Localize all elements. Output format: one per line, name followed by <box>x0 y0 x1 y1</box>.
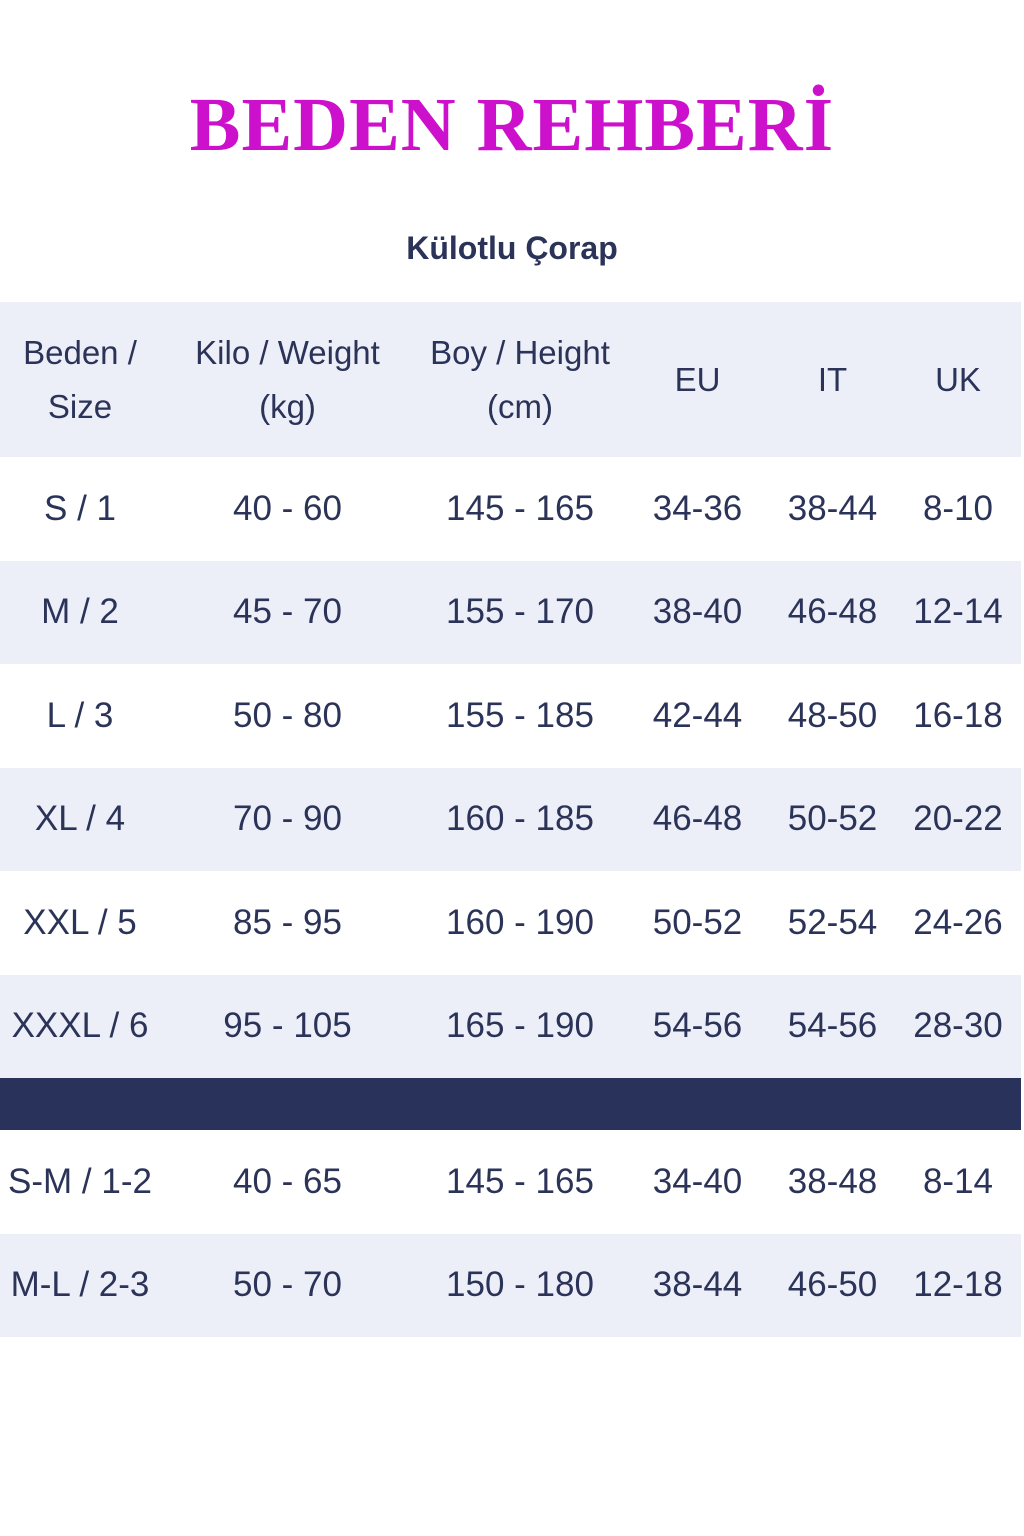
header-line: Size <box>47 387 113 425</box>
cell-weight: 85 - 95 <box>233 902 342 942</box>
cell-size: S / 1 <box>44 488 116 528</box>
cell-it: 50-52 <box>770 767 895 871</box>
section-divider <box>0 1078 1021 1130</box>
page-title: BEDEN REHBERİ <box>189 83 835 167</box>
cell-eu: 42-44 <box>652 695 743 735</box>
cell-it: 38-44 <box>787 488 878 528</box>
header-eu: EU <box>625 302 770 457</box>
cell-it: 46-48 <box>770 560 895 664</box>
cell-height: 150 - 180 <box>415 1233 625 1337</box>
header-line: Kilo / Weight <box>195 333 380 371</box>
cell-it: 38-48 <box>787 1161 878 1201</box>
header-line: Beden / <box>23 333 137 371</box>
cell-size: XXL / 5 <box>23 902 137 942</box>
cell-it: 52-54 <box>787 902 878 942</box>
table-row: XXL / 5 85 - 95 160 - 190 50-52 52-54 24-26 <box>0 871 1021 975</box>
header-height: Boy / Height (cm) <box>415 302 625 457</box>
cell-height: 165 - 190 <box>415 974 625 1078</box>
cell-height: 155 - 170 <box>415 560 625 664</box>
cell-size: L / 3 <box>46 695 114 735</box>
table-row: S-M / 1-2 40 - 65 145 - 165 34-40 38-48 8-14 <box>0 1130 1021 1234</box>
header-line: (cm) <box>487 387 553 425</box>
cell-uk: 16-18 <box>913 695 1003 735</box>
cell-eu: 38-44 <box>625 1233 770 1337</box>
table-row: XL / 4 70 - 90 160 - 185 46-48 50-52 20-22 <box>0 767 1021 871</box>
cell-it: 46-50 <box>770 1233 895 1337</box>
cell-it: 48-50 <box>787 695 878 735</box>
header-line: Boy / Height <box>430 333 610 371</box>
header-weight: Kilo / Weight (kg) <box>160 302 415 457</box>
table-row: L / 3 50 - 80 155 - 185 42-44 48-50 16-18 <box>0 664 1021 768</box>
table-row: S / 1 40 - 60 145 - 165 34-36 38-44 8-10 <box>0 457 1021 561</box>
cell-height: 145 - 165 <box>446 488 594 528</box>
cell-weight: 50 - 80 <box>233 695 342 735</box>
cell-height: 155 - 185 <box>446 695 594 735</box>
header-it: IT <box>770 302 895 457</box>
cell-uk: 24-26 <box>913 902 1003 942</box>
cell-it: 54-56 <box>770 974 895 1078</box>
cell-weight: 40 - 60 <box>233 488 342 528</box>
cell-height: 160 - 185 <box>415 767 625 871</box>
cell-uk: 12-18 <box>895 1233 1021 1337</box>
cell-uk: 8-14 <box>922 1161 994 1201</box>
header-uk: UK <box>895 302 1021 457</box>
cell-uk: 12-14 <box>895 560 1021 664</box>
table-row: M-L / 2-3 50 - 70 150 - 180 38-44 46-50 12-18 <box>0 1233 1021 1337</box>
cell-height: 160 - 190 <box>446 902 594 942</box>
cell-size: S-M / 1-2 <box>8 1161 152 1201</box>
cell-eu: 34-36 <box>652 488 743 528</box>
header-line: (kg) <box>259 387 316 425</box>
table-row: XXXL / 6 95 - 105 165 - 190 54-56 54-56 28-30 <box>0 974 1021 1078</box>
cell-weight: 95 - 105 <box>160 974 415 1078</box>
cell-size: M / 2 <box>0 560 160 664</box>
cell-uk: 8-10 <box>922 488 994 528</box>
cell-weight: 45 - 70 <box>160 560 415 664</box>
cell-weight: 50 - 70 <box>160 1233 415 1337</box>
header-row: Beden / Size Kilo / Weight (kg) Boy / Heig… <box>0 302 1021 457</box>
cell-eu: 46-48 <box>625 767 770 871</box>
cell-size: XXXL / 6 <box>0 974 160 1078</box>
cell-eu: 34-40 <box>652 1161 743 1201</box>
cell-eu: 54-56 <box>625 974 770 1078</box>
header-size: Beden / Size <box>0 302 160 457</box>
table-subtitle: Külotlu Çorap <box>406 230 618 266</box>
cell-uk: 28-30 <box>895 974 1021 1078</box>
cell-weight: 40 - 65 <box>233 1161 342 1201</box>
table-row: M / 2 45 - 70 155 - 170 38-40 46-48 12-14 <box>0 560 1021 664</box>
cell-weight: 70 - 90 <box>160 767 415 871</box>
cell-size: XL / 4 <box>0 767 160 871</box>
divider-band <box>0 1078 1021 1130</box>
cell-size: M-L / 2-3 <box>0 1233 160 1337</box>
cell-eu: 50-52 <box>652 902 743 942</box>
size-table: Beden / Size Kilo / Weight (kg) Boy / Heig… <box>0 302 1021 1337</box>
cell-height: 145 - 165 <box>446 1161 594 1201</box>
cell-uk: 20-22 <box>895 767 1021 871</box>
cell-eu: 38-40 <box>625 560 770 664</box>
